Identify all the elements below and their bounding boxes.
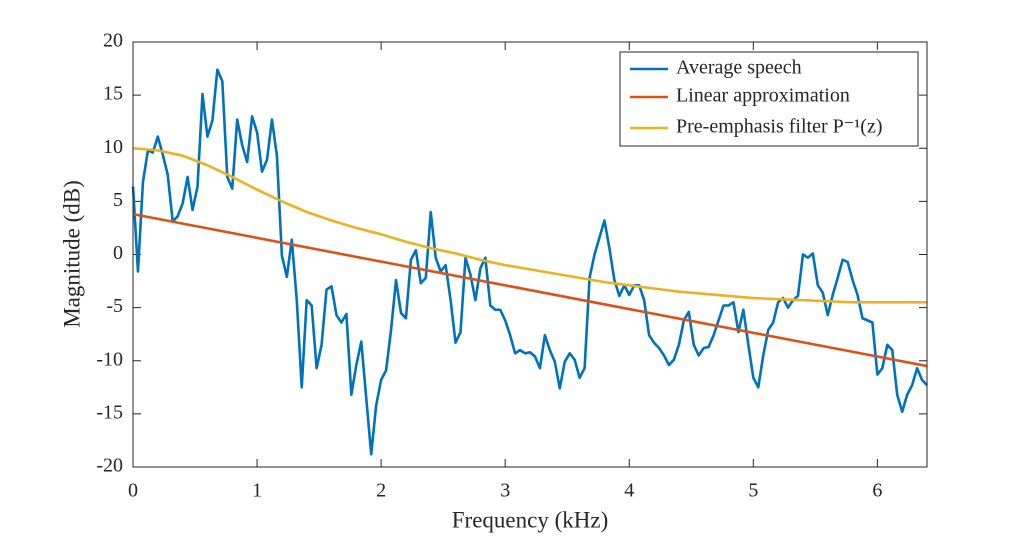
y-tick-label: -5 xyxy=(106,295,123,317)
y-tick-label: 0 xyxy=(113,242,123,264)
y-axis-label: Magnitude (dB) xyxy=(59,180,84,328)
x-tick-label: 0 xyxy=(128,480,138,502)
y-tick-label: -20 xyxy=(96,455,123,477)
legend-label: Linear approximation xyxy=(676,85,850,107)
x-tick-label: 2 xyxy=(376,480,386,502)
y-tick-label: 10 xyxy=(103,136,123,158)
x-axis-label: Frequency (kHz) xyxy=(452,507,608,532)
y-tick-label: -15 xyxy=(96,401,123,423)
y-tick-label: -10 xyxy=(96,348,123,370)
x-tick-label: 1 xyxy=(252,480,262,502)
axes-box xyxy=(132,41,928,468)
y-tick-label: 20 xyxy=(103,30,123,52)
y-tick-label: 15 xyxy=(103,83,123,105)
legend-label: Pre-emphasis filter P⁻¹(z) xyxy=(676,116,883,138)
data-line xyxy=(132,146,927,304)
x-tick-label: 6 xyxy=(872,480,882,502)
x-tick-label: 4 xyxy=(624,480,634,502)
y-tick-label: 5 xyxy=(113,189,123,211)
legend-label: Average speech xyxy=(676,57,802,79)
data-line xyxy=(132,212,928,368)
legend-box xyxy=(619,51,919,147)
x-tick-label: 5 xyxy=(748,480,758,502)
x-tick-label: 3 xyxy=(500,480,510,502)
